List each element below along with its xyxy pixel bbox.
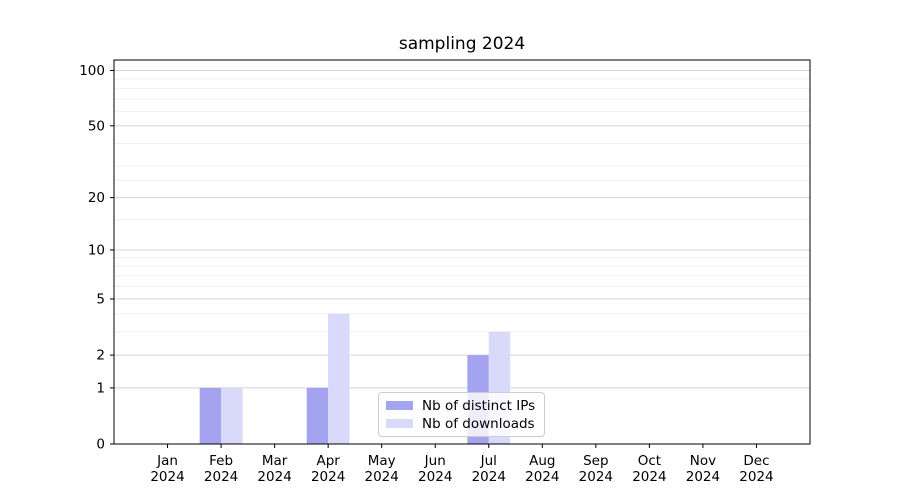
y-tick-label: 2 xyxy=(96,348,105,364)
legend-swatch-icon xyxy=(386,401,413,410)
x-tick-label-month: Dec xyxy=(743,453,769,469)
x-tick-label-year: 2024 xyxy=(150,469,184,485)
x-tick-label-month: Mar xyxy=(262,453,288,469)
x-tick-label-month: Nov xyxy=(690,453,716,469)
legend-label: Nb of downloads xyxy=(422,415,535,432)
x-tick-label-month: Jan xyxy=(156,453,178,469)
y-tick-label: 100 xyxy=(79,63,105,79)
y-tick-label: 10 xyxy=(88,242,105,258)
x-tick-label-month: Oct xyxy=(638,453,661,469)
legend: Nb of distinct IPs Nb of downloads xyxy=(378,392,546,437)
x-tick-label-year: 2024 xyxy=(686,469,720,485)
bar-apr-series0 xyxy=(306,387,329,444)
legend-item-0: Nb of distinct IPs xyxy=(386,397,535,414)
chart-title: sampling 2024 xyxy=(398,34,526,54)
x-tick-label-year: 2024 xyxy=(472,469,506,485)
legend-item-1: Nb of downloads xyxy=(386,415,535,432)
x-tick-label-month: Apr xyxy=(316,453,340,469)
x-tick-label-year: 2024 xyxy=(418,469,452,485)
x-tick-label-month: Feb xyxy=(209,453,233,469)
x-tick-label-year: 2024 xyxy=(204,469,238,485)
x-tick-label-year: 2024 xyxy=(579,469,613,485)
axes-frame xyxy=(113,59,811,445)
bar-apr-series1 xyxy=(328,313,350,444)
x-tick-label-year: 2024 xyxy=(311,469,345,485)
x-tick-label-year: 2024 xyxy=(632,469,666,485)
legend-label: Nb of distinct IPs xyxy=(422,397,536,414)
x-tick-label-month: Jul xyxy=(480,453,497,469)
y-tick-label: 20 xyxy=(88,190,105,206)
x-tick-label-month: Aug xyxy=(529,453,555,469)
x-tick-label-year: 2024 xyxy=(365,469,399,485)
x-tick-label-year: 2024 xyxy=(257,469,291,485)
y-tick-label: 50 xyxy=(88,118,105,134)
x-tick-label-month: May xyxy=(368,453,396,469)
x-tick-label-month: Sep xyxy=(583,453,608,469)
bar-feb-series1 xyxy=(221,387,243,444)
x-tick-label-year: 2024 xyxy=(739,469,773,485)
y-tick-label: 0 xyxy=(96,437,105,453)
legend-swatch-icon xyxy=(386,419,413,428)
x-tick-label-month: Jun xyxy=(424,453,446,469)
y-tick-label: 1 xyxy=(96,380,105,396)
y-tick-label: 5 xyxy=(96,291,105,307)
x-tick-label-year: 2024 xyxy=(525,469,559,485)
bar-feb-series0 xyxy=(199,387,222,444)
